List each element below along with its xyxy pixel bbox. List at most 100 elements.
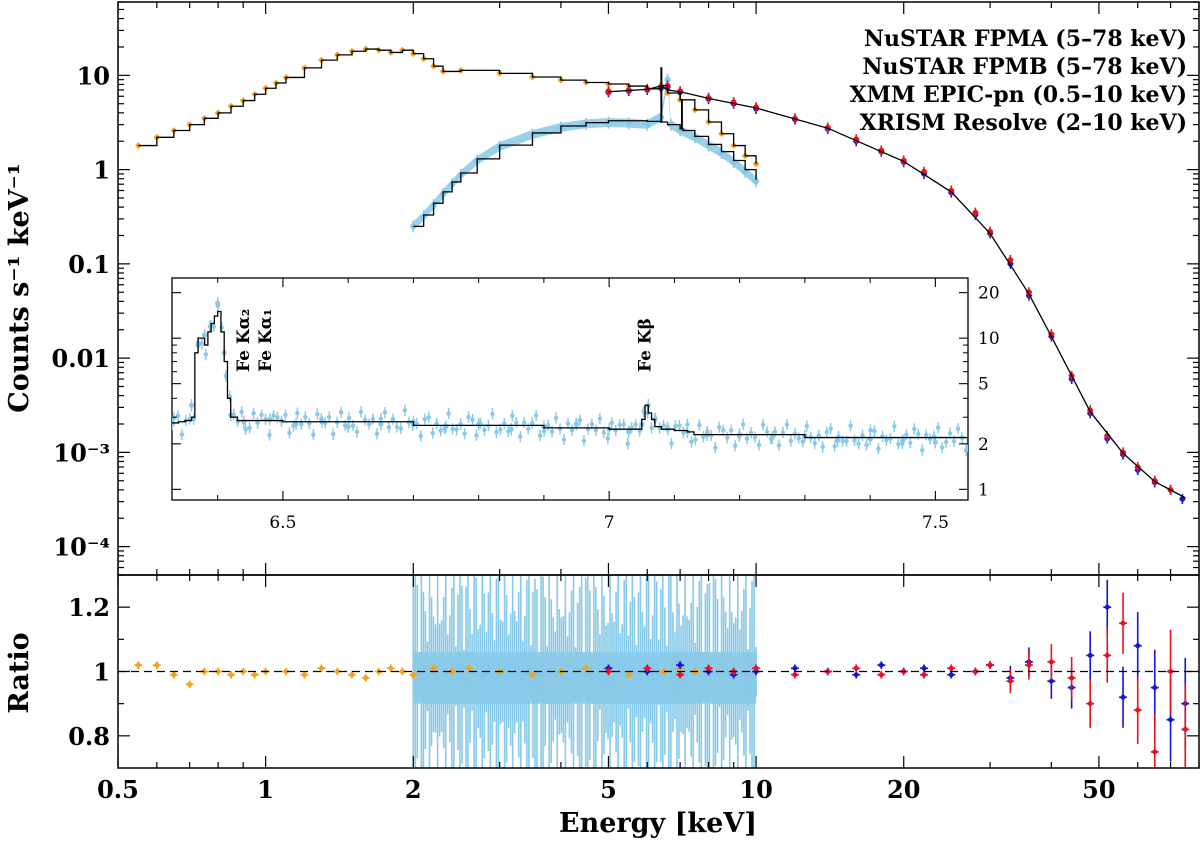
inset-marker [271,413,276,418]
main-y-tick-label: 10⁻⁴ [53,533,110,562]
inset-marker [537,433,543,438]
fpma-ratio-point [1024,650,1033,680]
fpma-ratio-point [986,661,995,669]
inset-marker [330,431,336,437]
inset-marker [338,410,344,415]
main-y-tick-label: 1 [93,156,110,185]
inset-marker [649,425,654,430]
inset-y-tick-label: 20 [978,284,1000,304]
inset-marker [689,439,694,445]
fpma-ratio-point [877,670,886,679]
inset-marker [840,438,845,444]
xmm-ratio-point-marker [283,669,289,674]
inset-marker [728,428,734,433]
fpma-ratio-point-marker [853,665,859,671]
inset-marker [247,425,252,430]
fpma-point-marker [987,228,993,235]
fpma-ratio-point [1103,628,1112,683]
xmm-ratio-point-marker [187,681,193,687]
fpma-ratio-point-marker [1182,726,1188,732]
fpma-ratio-point-marker [1152,749,1158,755]
xrism-point-marker [753,178,760,185]
fpmb-ratio-point-marker [1048,678,1054,684]
inset-marker [804,423,810,429]
xmm-ratio-point-marker [171,672,177,678]
fpmb-ratio-point [790,664,799,673]
fpma-point-marker [1007,257,1014,263]
fpma-ratio-point-marker [1007,678,1013,684]
inset-marker [744,436,750,441]
inset-marker [924,432,929,438]
legend-fpmb: NuSTAR FPMB (5–78 keV) [862,54,1187,80]
fpma-ratio-point-marker [792,672,798,678]
inset-marker [693,437,698,442]
fpmb-ratio-point-marker [792,665,798,671]
inset-marker [896,441,901,447]
inset-marker [553,415,559,421]
inset-marker [816,433,821,438]
fpmb-ratio-point [852,670,861,679]
inset-marker [908,440,913,445]
x-tick-label: 0.5 [97,775,139,804]
fpma-ratio-point [1006,669,1015,694]
inset-marker [255,420,260,426]
fpma-ratio-point-marker [706,665,712,671]
inset-marker [426,415,431,420]
fpmb-ratio-point [1103,579,1112,635]
inset-y-tick-label: 1 [978,480,989,500]
fpmb-ratio-point-marker [677,662,683,668]
legend-xrism: XRISM Resolve (2–10 keV) [860,110,1187,136]
fpmb-ratio-point-marker [1104,604,1110,610]
fpma-ratio-point-marker [948,665,954,671]
inset-marker [287,430,292,436]
inset-marker [601,430,607,435]
inset-point [202,332,208,338]
xmm-ratio-point-marker [135,662,141,668]
xmm-ratio-point-marker [363,675,369,681]
inset-marker [219,325,224,330]
inset-marker [358,409,364,415]
xmm-ratio-point-marker [388,665,394,671]
inset-point [900,438,906,444]
xrism-point [625,117,632,130]
inset-marker [872,428,877,434]
inset-marker [482,427,487,433]
xmm-ratio-point-marker [240,669,246,674]
inset-marker [581,438,587,443]
inset-marker [438,428,443,433]
fpma-ratio-point-marker [1168,669,1174,674]
fpma-ratio-point [1150,714,1159,768]
x-tick-label: 10 [739,775,772,804]
inset-point [267,416,273,423]
xmm-ratio-point-marker [529,672,535,678]
inset-marker [756,442,762,448]
inset-marker [904,432,909,437]
inset-marker [812,440,817,446]
fpmb-ratio-point [1150,649,1159,726]
fpma-ratio-point [643,664,652,673]
inset-frame [171,277,969,501]
fpmb-ratio-point-marker [853,672,859,678]
inset-marker [522,420,527,425]
inset-marker [637,428,642,434]
inset-model-line [172,310,968,444]
xmm-ratio-point-marker [201,669,207,674]
ratio-y-tick-label: 1 [93,658,110,687]
inset-x-tick-label: 6.5 [269,513,296,533]
inset-marker [860,433,865,438]
inset-point [188,402,195,408]
inset-marker [947,431,953,436]
inset-marker [466,414,471,420]
fpma-ratio-point-marker [987,662,993,668]
xmm-ratio-point [317,664,326,673]
inset-point [834,438,841,444]
inset-marker [912,426,917,432]
inset-marker [402,408,408,413]
inset-marker [955,426,961,431]
inset-marker [199,341,205,346]
inset-marker [824,430,829,435]
xmm-ratio-point-marker [399,669,405,674]
fpma-point-marker [948,187,955,194]
fpmb-ratio-point-marker [1135,643,1141,649]
